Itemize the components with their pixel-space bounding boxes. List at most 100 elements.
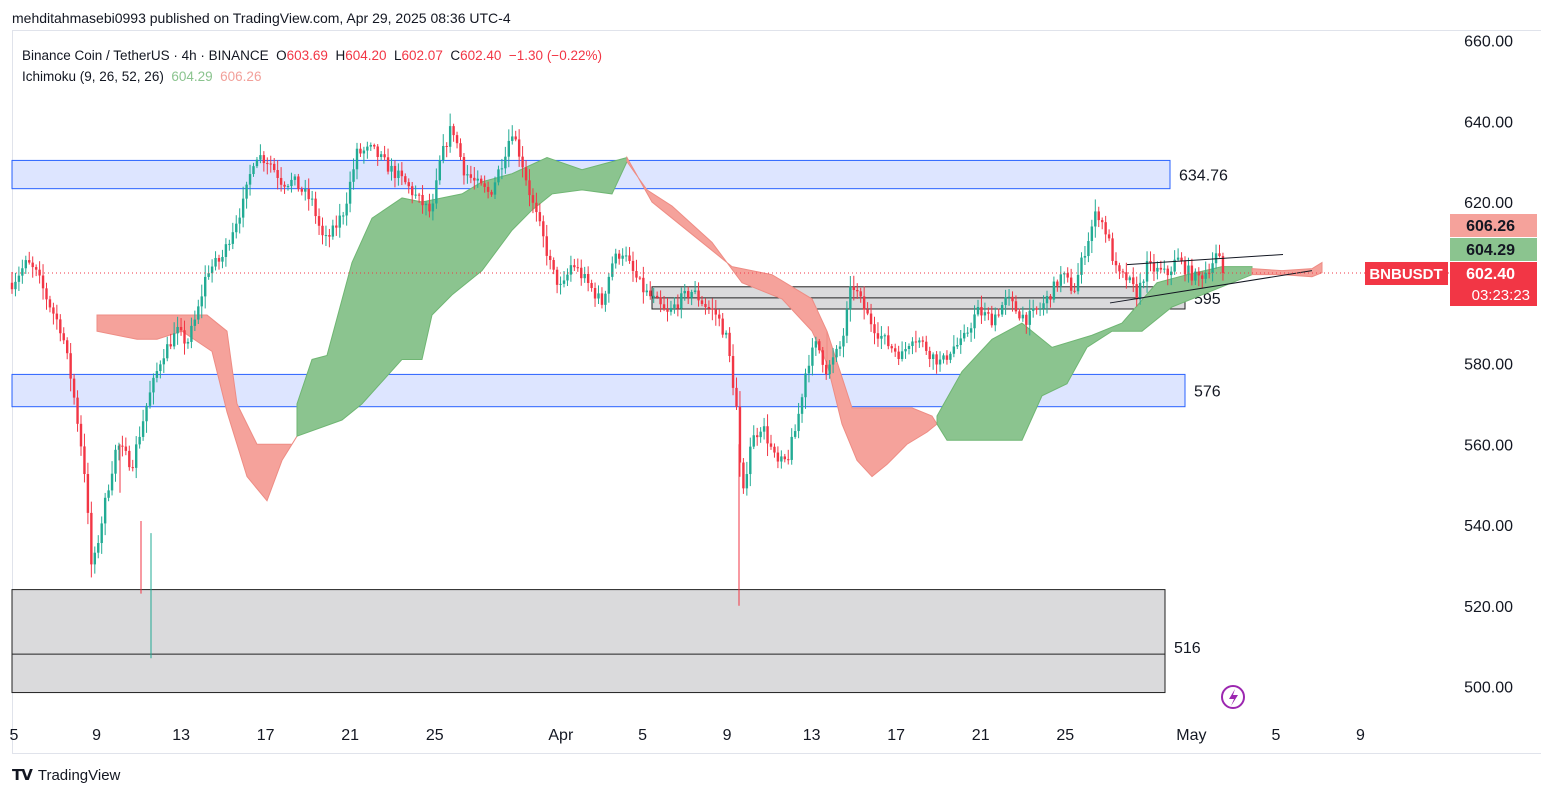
candle — [204, 276, 207, 297]
x-tick-label: 21 — [341, 727, 359, 744]
candle — [894, 348, 897, 352]
candle — [348, 181, 352, 204]
tradingview-logo-icon: TV — [12, 766, 33, 784]
candle — [583, 273, 586, 279]
tradingview-logo[interactable]: TV TradingView — [12, 766, 120, 784]
candle — [1063, 273, 1066, 275]
candle — [728, 332, 731, 357]
candle — [1132, 277, 1135, 285]
candle — [759, 431, 762, 438]
candle — [956, 345, 959, 347]
candle — [531, 195, 535, 203]
candle — [376, 146, 379, 157]
candle — [731, 356, 735, 388]
candle — [600, 293, 604, 305]
candle — [497, 169, 500, 183]
candle — [1176, 257, 1180, 260]
candle — [669, 307, 673, 312]
candle — [887, 335, 890, 347]
candle — [1069, 277, 1073, 291]
candle — [1011, 296, 1014, 302]
candle — [769, 443, 773, 447]
candle — [521, 156, 524, 168]
candle — [480, 178, 483, 184]
candle — [28, 260, 31, 263]
candle — [248, 174, 252, 185]
candle — [259, 155, 262, 160]
candle — [707, 306, 711, 309]
candle — [321, 225, 324, 236]
candle — [438, 160, 441, 181]
candle — [331, 225, 335, 237]
candle — [787, 459, 790, 461]
candle — [638, 277, 642, 279]
price-tag-value: 602.40 — [1466, 266, 1515, 283]
candle — [279, 177, 283, 185]
candle — [631, 260, 635, 272]
ichimoku-cloud-bear — [826, 331, 938, 478]
candle — [52, 307, 55, 314]
candle — [1073, 290, 1076, 292]
candle — [1076, 274, 1080, 292]
candle — [793, 431, 797, 437]
candle — [245, 184, 248, 199]
candle — [297, 176, 300, 190]
candle — [307, 188, 310, 200]
candle — [914, 341, 918, 343]
y-tick-label: 660.00 — [1464, 34, 1513, 51]
candle — [214, 257, 217, 267]
candle — [814, 341, 818, 348]
candle — [821, 350, 824, 365]
candle — [790, 436, 793, 460]
x-tick-label: 9 — [723, 727, 732, 744]
candle — [86, 474, 90, 513]
candle — [852, 286, 855, 291]
candle — [752, 435, 755, 447]
candle — [635, 271, 638, 278]
candle — [1214, 253, 1218, 264]
candle — [1007, 296, 1011, 298]
candle — [455, 135, 459, 144]
candle — [76, 397, 79, 424]
candle — [310, 198, 314, 200]
candle — [738, 406, 742, 463]
candle — [621, 255, 624, 259]
y-tick-label: 620.00 — [1464, 195, 1513, 212]
candle — [155, 371, 159, 378]
candle — [228, 243, 231, 245]
candle — [138, 436, 141, 445]
candle — [283, 184, 286, 187]
candle — [448, 126, 452, 147]
x-tick-label: 5 — [1271, 727, 1280, 744]
candle — [687, 291, 690, 298]
candle — [1021, 314, 1025, 319]
candle — [773, 446, 776, 453]
candle — [1221, 256, 1225, 274]
candle — [849, 286, 852, 310]
candle — [942, 355, 945, 360]
candle — [845, 309, 849, 336]
candle — [673, 304, 676, 308]
candle — [552, 260, 555, 270]
candle — [897, 351, 900, 360]
legend-row-symbol: Binance Coin / TetherUS · 4h · BINANCE O… — [22, 45, 602, 66]
legend-indicator-value-2: 606.26 — [220, 69, 262, 84]
candle — [649, 290, 652, 297]
legend-indicator-name: Ichimoku (9, 26, 52, 26) — [22, 69, 164, 84]
candle — [724, 332, 728, 335]
candle — [990, 313, 993, 326]
candle — [976, 307, 980, 315]
candle — [1128, 277, 1131, 281]
candle — [1049, 295, 1052, 300]
candle — [983, 312, 987, 316]
candle — [445, 145, 448, 147]
candle — [904, 348, 907, 352]
candle — [414, 194, 417, 196]
candle — [1180, 257, 1183, 262]
candle — [856, 290, 859, 292]
candle — [369, 144, 372, 147]
candle — [662, 304, 666, 309]
candle — [921, 340, 924, 342]
candle — [476, 178, 479, 181]
